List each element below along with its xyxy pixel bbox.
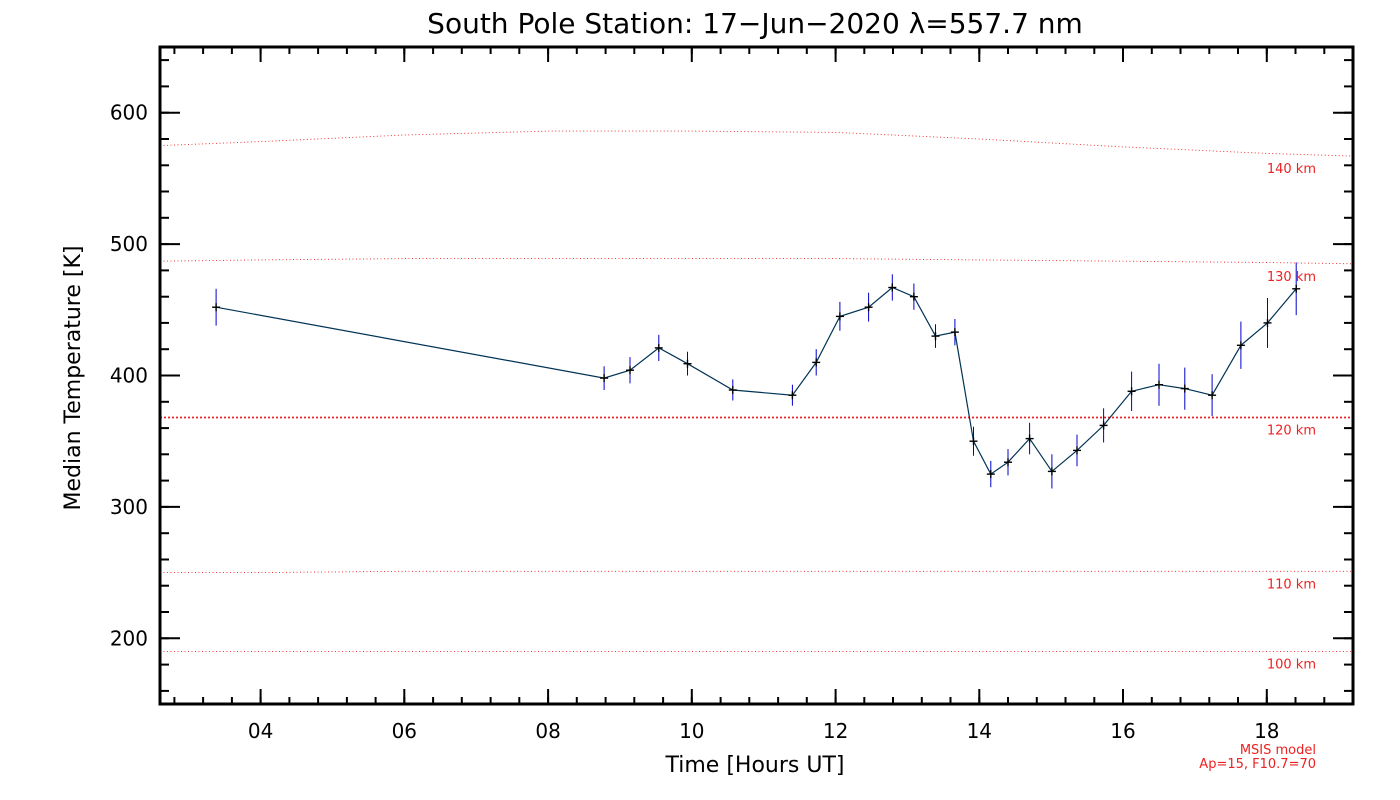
altitude-labels: 100 km 110 km 120 km 130 km 140 km <box>1267 162 1316 672</box>
msis-reference-lines <box>159 130 1354 652</box>
altitude-label: 140 km <box>1267 162 1316 177</box>
x-tick-label: 06 <box>392 719 417 743</box>
data-point <box>888 283 897 292</box>
data-point <box>788 391 797 400</box>
plot-frame <box>158 45 1355 706</box>
msis-line-110-km <box>160 570 1353 574</box>
data-point <box>728 386 737 394</box>
data-point <box>1292 284 1301 293</box>
x-tick-label: 12 <box>823 719 848 743</box>
data-point <box>950 328 959 337</box>
y-tick-label: 500 <box>110 232 148 256</box>
data-point <box>1155 380 1163 389</box>
altitude-label: 110 km <box>1267 577 1316 592</box>
temperature-series <box>215 286 1297 475</box>
data-point <box>909 292 918 301</box>
y-tick-labels: 200 300 400 500 600 <box>110 101 148 651</box>
y-tick-label: 200 <box>110 626 148 650</box>
altitude-label: 120 km <box>1267 424 1316 439</box>
msis-parameters-note: Ap=15, F10.7=70 <box>1199 757 1316 772</box>
msis-line-140-km <box>159 130 1354 157</box>
data-point <box>812 358 821 367</box>
data-point <box>1127 387 1136 396</box>
data-point <box>986 470 995 479</box>
data-point <box>1236 341 1245 350</box>
data-point <box>654 343 663 352</box>
data-point <box>835 312 844 321</box>
data-point <box>1004 458 1012 467</box>
temperature-line <box>215 286 1297 475</box>
data-point <box>864 303 873 312</box>
y-axis-label: Median Temperature [K] <box>61 246 86 511</box>
y-tick-label: 600 <box>110 101 148 125</box>
x-tick-label: 08 <box>535 719 560 743</box>
data-point <box>1263 318 1272 327</box>
msis-model-note: MSIS model <box>1240 743 1316 758</box>
y-tick-label: 400 <box>110 364 148 388</box>
data-point <box>1073 446 1081 455</box>
x-tick-label: 18 <box>1254 719 1279 743</box>
error-bars <box>215 262 1297 489</box>
data-point <box>626 366 634 375</box>
x-tick-labels: 04 06 08 10 12 14 16 18 <box>248 719 1280 743</box>
y-tick-label: 300 <box>110 495 148 519</box>
data-point-markers <box>212 283 1301 479</box>
data-point <box>1180 384 1189 393</box>
altitude-label: 100 km <box>1267 657 1316 672</box>
data-point <box>1047 467 1056 476</box>
data-point <box>1208 391 1217 400</box>
axis-ticks <box>160 47 1354 704</box>
data-point <box>1099 421 1108 430</box>
data-point <box>600 374 609 383</box>
x-tick-label: 16 <box>1110 719 1135 743</box>
msis-line-130-km <box>159 258 1354 265</box>
data-point <box>1025 434 1034 443</box>
x-axis-label: Time [Hours UT] <box>665 753 845 778</box>
x-tick-label: 14 <box>967 719 992 743</box>
x-tick-label: 04 <box>248 719 273 743</box>
data-point <box>969 437 978 446</box>
x-tick-label: 10 <box>679 719 704 743</box>
data-point <box>683 359 692 368</box>
data-point <box>931 332 940 341</box>
data-point <box>212 303 221 312</box>
altitude-label: 130 km <box>1267 270 1316 285</box>
chart-title: South Pole Station: 17−Jun−2020 λ=557.7 … <box>427 7 1083 40</box>
